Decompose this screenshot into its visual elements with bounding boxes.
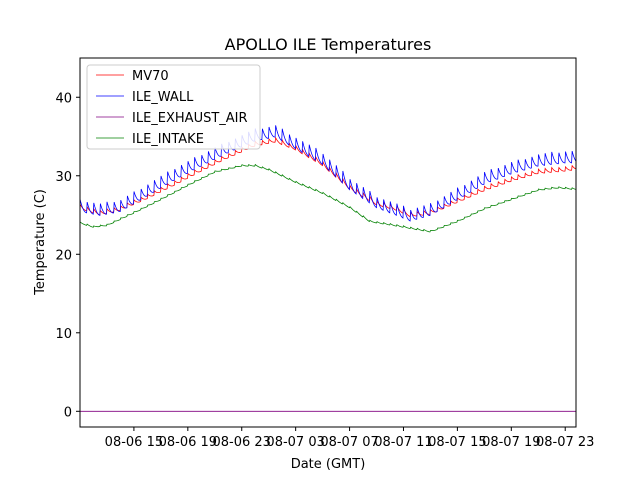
plot-frame — [79, 57, 577, 428]
x-tick-label: 08-07 07 — [320, 435, 378, 450]
legend-label: ILE_EXHAUST_AIR — [132, 111, 248, 126]
y-tick-label: 30 — [55, 170, 72, 185]
x-tick-label: 08-07 11 — [374, 435, 432, 450]
y-axis-ticks: 0 10 20 30 40 — [55, 91, 80, 420]
legend-label: ILE_INTAKE — [132, 132, 204, 147]
y-tick-label: 0 — [64, 405, 72, 420]
x-tick-label: 08-07 23 — [536, 435, 594, 450]
chart-title: APOLLO ILE Temperatures — [225, 35, 432, 54]
legend: MV70 ILE_WALL ILE_EXHAUST_AIR ILE_INTAKE — [86, 64, 261, 150]
y-tick-label: 20 — [55, 248, 72, 263]
y-tick-label: 10 — [55, 327, 72, 342]
series-line-ile-intake — [79, 163, 577, 233]
x-tick-label: 08-07 19 — [482, 435, 540, 450]
x-tick-label: 08-06 15 — [105, 435, 163, 450]
y-tick-label: 40 — [55, 91, 72, 106]
x-tick-label: 08-07 03 — [266, 435, 324, 450]
legend-frame — [86, 64, 261, 150]
x-axis-label: Date (GMT) — [291, 457, 366, 472]
y-axis-label: Temperature (C) — [33, 189, 48, 296]
x-tick-label: 08-06 23 — [213, 435, 271, 450]
series-line-mv70 — [79, 136, 577, 218]
x-tick-label: 08-07 15 — [428, 435, 486, 450]
x-tick-label: 08-06 19 — [159, 435, 217, 450]
legend-label: MV70 — [132, 69, 169, 84]
series-layer — [79, 125, 577, 412]
legend-label: ILE_WALL — [132, 90, 194, 105]
series-line-ile-wall — [79, 125, 577, 222]
